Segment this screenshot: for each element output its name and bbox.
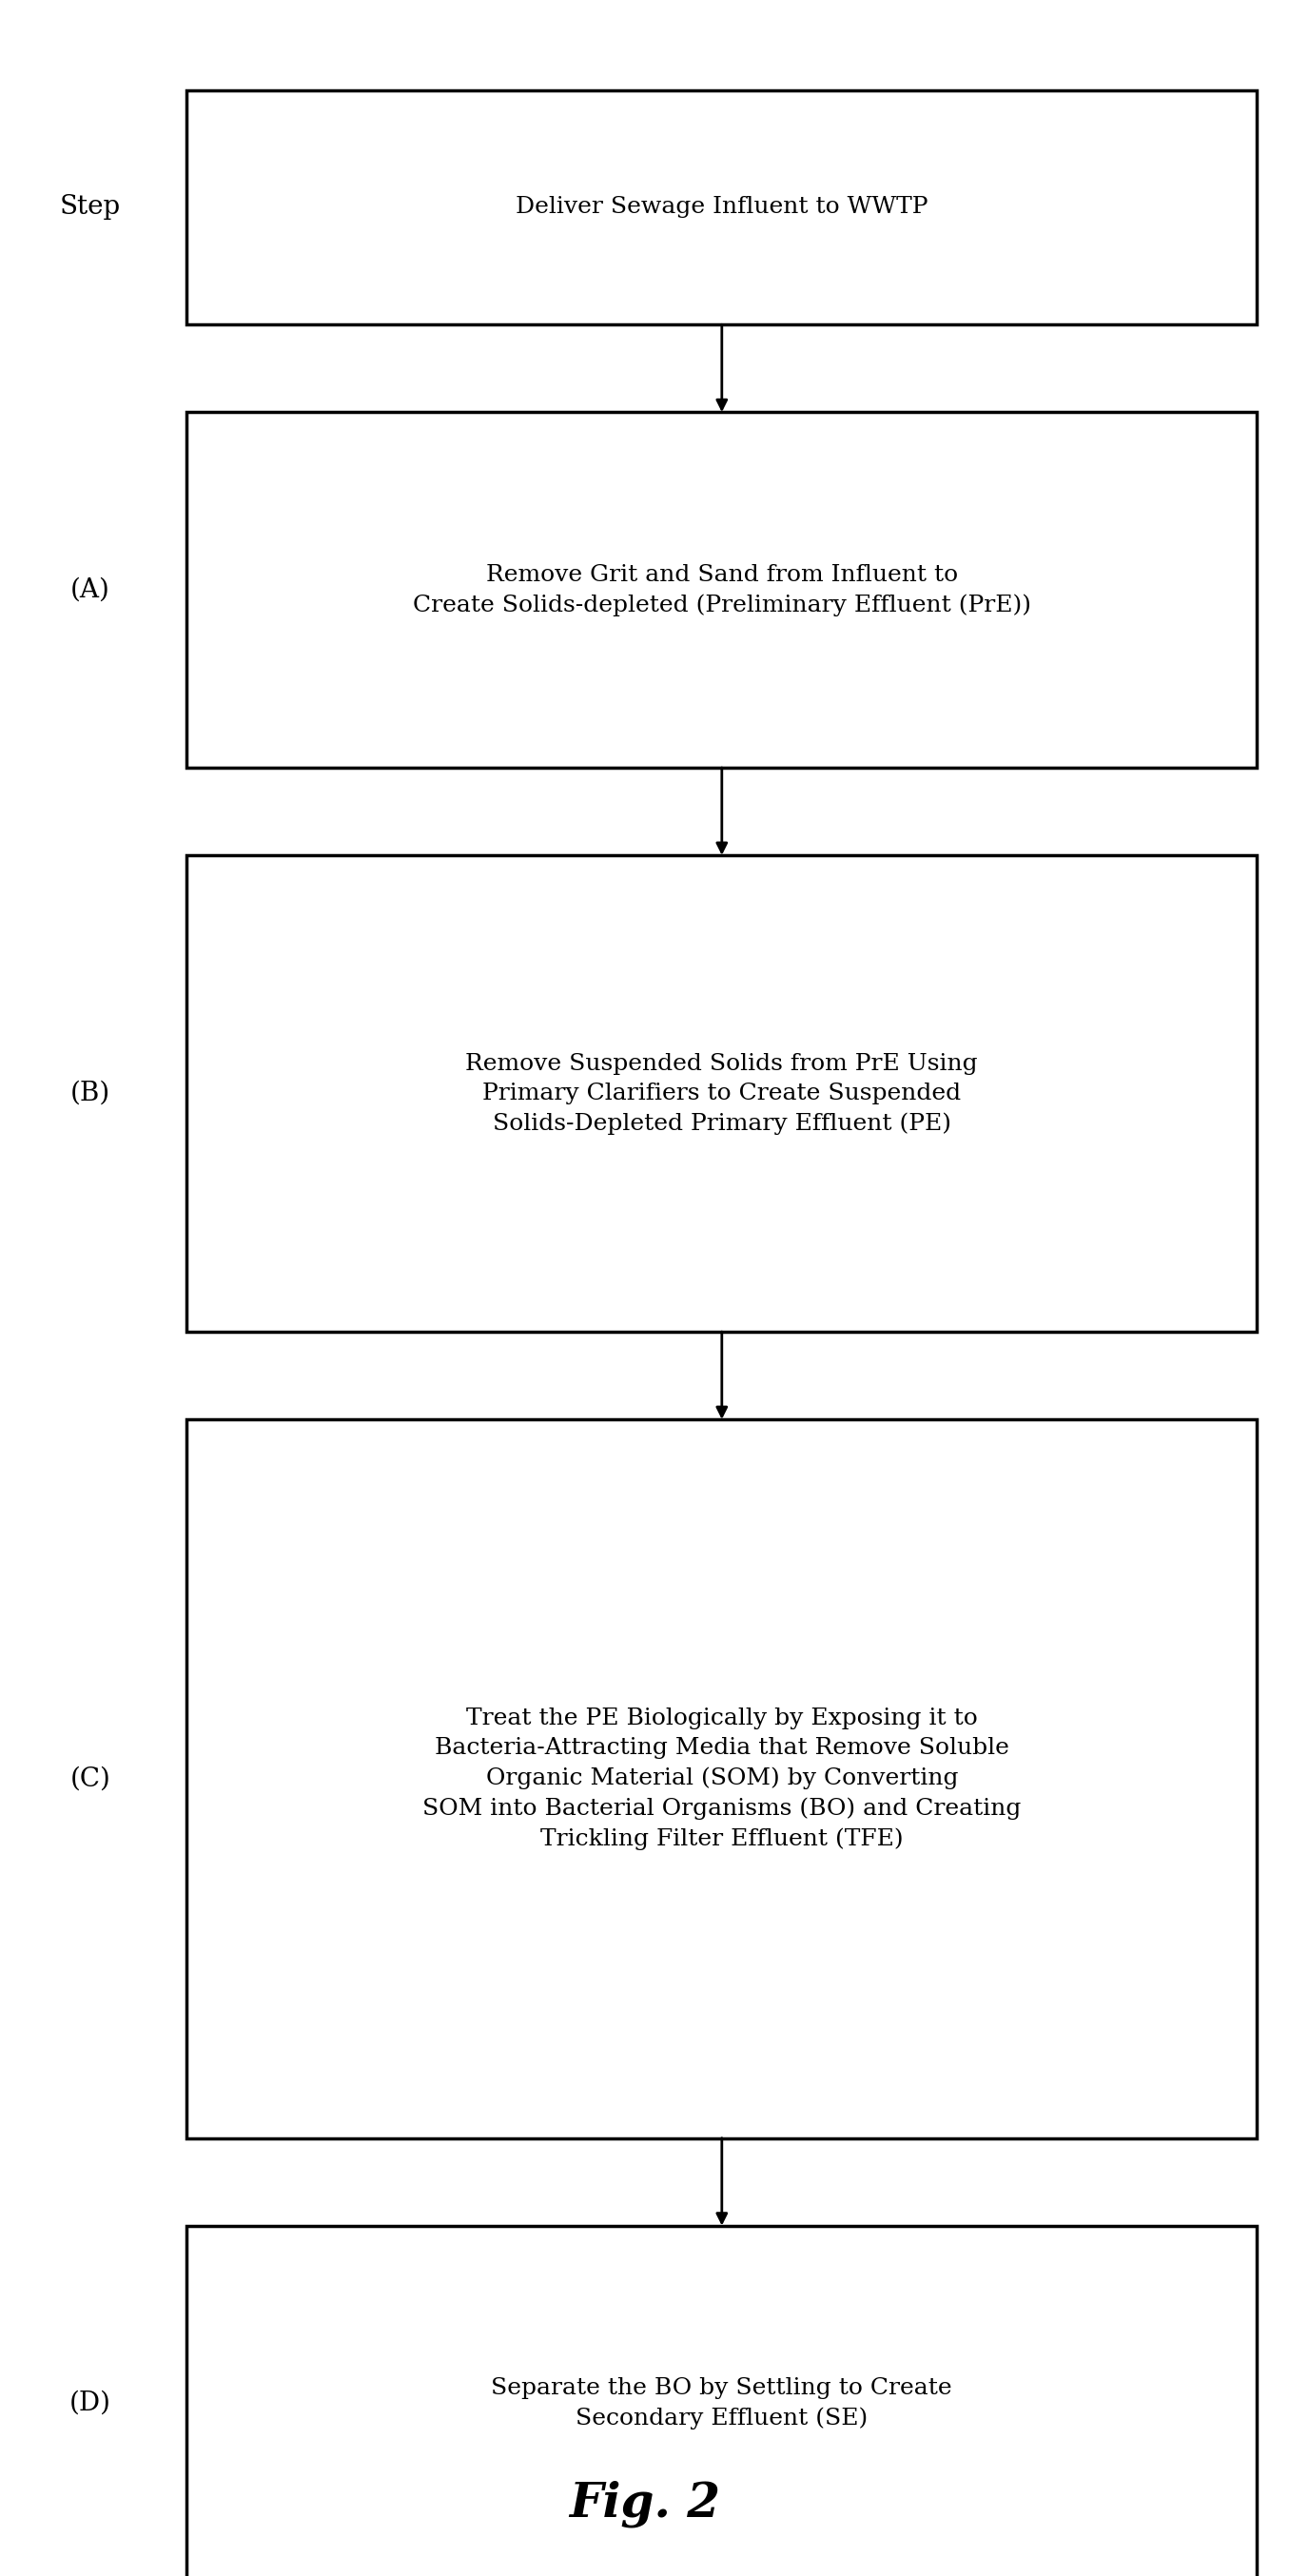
Bar xyxy=(187,2226,1257,2576)
Text: Step: Step xyxy=(59,196,121,219)
Text: Fig. 2: Fig. 2 xyxy=(568,2481,721,2527)
Text: Treat the PE Biologically by Exposing it to
Bacteria-Attracting Media that Remov: Treat the PE Biologically by Exposing it… xyxy=(423,1708,1021,1850)
Bar xyxy=(187,1419,1257,2138)
Text: (A): (A) xyxy=(71,577,110,603)
Bar xyxy=(187,855,1257,1332)
Text: Deliver Sewage Influent to WWTP: Deliver Sewage Influent to WWTP xyxy=(516,196,928,219)
Text: Remove Suspended Solids from PrE Using
Primary Clarifiers to Create Suspended
So: Remove Suspended Solids from PrE Using P… xyxy=(465,1054,978,1133)
Text: (B): (B) xyxy=(70,1082,111,1105)
Text: (C): (C) xyxy=(70,1767,111,1790)
Bar xyxy=(187,90,1257,325)
Text: Separate the BO by Settling to Create
Secondary Effluent (SE): Separate the BO by Settling to Create Se… xyxy=(491,2378,953,2429)
Text: Remove Grit and Sand from Influent to
Create Solids-depleted (Preliminary Efflue: Remove Grit and Sand from Influent to Cr… xyxy=(412,564,1031,616)
Bar xyxy=(187,412,1257,768)
Text: (D): (D) xyxy=(70,2391,111,2416)
